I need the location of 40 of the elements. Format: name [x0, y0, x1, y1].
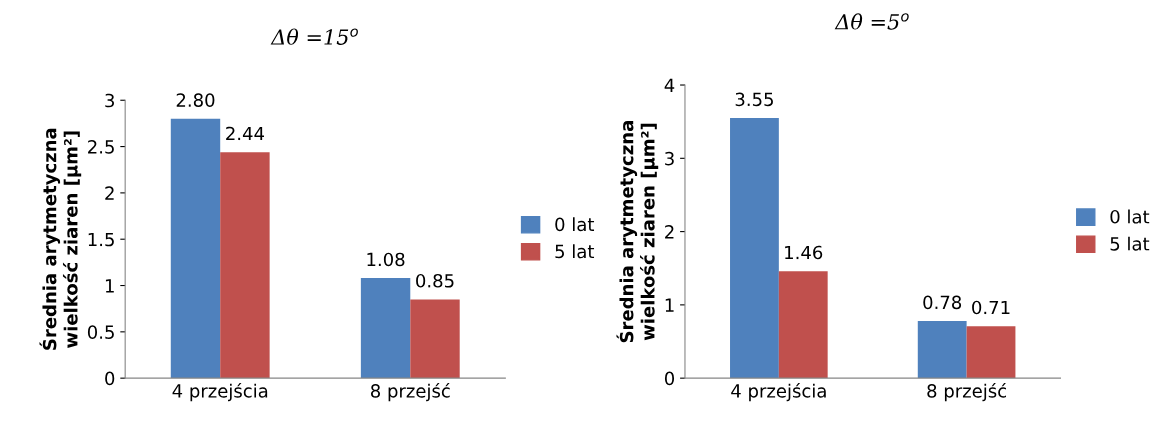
data-label: 0.78: [923, 295, 962, 310]
data-label: 3.55: [735, 92, 773, 107]
y-tick-label: 1: [105, 279, 114, 293]
y-axis-title: Średnia arytmetyczna wielkość ziaren [µm²]: [39, 128, 82, 350]
x-tick-label: 8 przejść: [370, 383, 450, 402]
y-tick-label: 1: [665, 298, 674, 312]
y-tick-label: 0: [105, 371, 115, 386]
y-tick-label: 1.5: [88, 232, 114, 247]
bar: [360, 278, 411, 379]
bar: [220, 152, 270, 379]
bar: [170, 118, 221, 379]
bar: [778, 271, 828, 379]
y-tick-label: 4: [664, 78, 675, 92]
y-tick-label: 0.5: [87, 325, 114, 339]
x-tick-label: 4 przejścia: [731, 383, 826, 402]
legend-label: 5 lat: [555, 244, 595, 259]
legend-label: 5 lat: [1110, 236, 1150, 251]
bar: [730, 118, 779, 379]
data-label: 2.80: [176, 93, 215, 107]
data-label: 2.44: [226, 126, 265, 141]
chart-title: Δθ =5$^{o}$: [834, 13, 909, 30]
bar: [966, 326, 1016, 379]
legend-label: 0 lat: [555, 217, 595, 232]
bar: [410, 299, 460, 379]
y-tick-label: 2: [665, 225, 674, 239]
bar: [917, 321, 967, 379]
x-tick-label: 4 przejścia: [172, 383, 268, 402]
chart-title: Δθ =15$^{o}$: [270, 28, 358, 45]
data-label: 0.71: [972, 300, 1010, 315]
y-tick-label: 3: [105, 93, 114, 108]
x-tick-label: 8 przejść: [927, 383, 1007, 402]
y-tick-label: 0: [664, 371, 675, 386]
y-tick-label: 2: [105, 186, 114, 200]
data-label: 0.85: [416, 273, 454, 288]
legend-label: 0 lat: [1110, 209, 1150, 224]
data-label: 1.46: [785, 245, 823, 260]
y-axis-title: Średnia arytmetyczna wielkość ziaren [µm²]: [616, 121, 659, 343]
y-tick-label: 2.5: [88, 140, 114, 154]
data-label: 1.08: [367, 252, 405, 267]
y-tick-label: 3: [665, 151, 674, 166]
